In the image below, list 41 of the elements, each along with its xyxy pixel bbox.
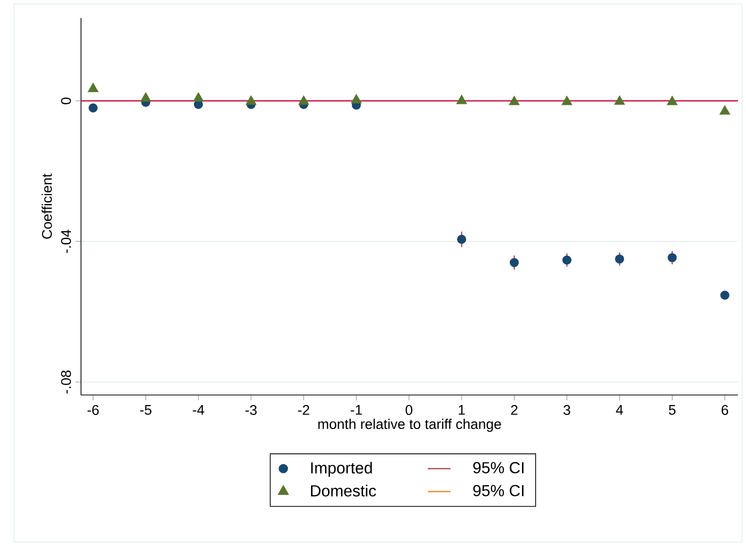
y-tick-label: -.04 [61, 230, 71, 253]
point [720, 290, 730, 300]
x-tick-label: 2 [511, 405, 518, 415]
legend-label: 95% CI [473, 462, 524, 474]
x-tick-label: 0 [406, 405, 412, 415]
point [562, 256, 572, 265]
point [193, 92, 204, 102]
point [88, 103, 98, 112]
x-tick-label: -3 [245, 405, 257, 415]
y-axis-title: Coefficient [42, 174, 52, 239]
point [350, 94, 362, 104]
x-tick-label: 3 [564, 405, 570, 415]
point [614, 95, 625, 105]
x-tick-label: -5 [140, 405, 152, 415]
point [457, 234, 466, 244]
x-axis-title: month relative to tariff change [318, 418, 501, 432]
point [508, 96, 520, 106]
point [615, 254, 624, 264]
point [88, 82, 98, 92]
point [456, 94, 467, 104]
x-tick-label: -4 [192, 405, 204, 415]
point [719, 105, 730, 115]
x-tick-label: 6 [722, 405, 728, 415]
point [666, 96, 678, 106]
legend-label: Imported [311, 462, 372, 477]
legend-label: Domestic [311, 484, 376, 496]
legend-label: 95% CI [473, 484, 524, 496]
y-tick-label: 0 [61, 98, 71, 104]
point [668, 253, 677, 262]
point [510, 258, 519, 268]
point [298, 95, 310, 105]
point [140, 92, 152, 102]
x-tick-label: -6 [88, 405, 99, 415]
x-tick-label: -2 [298, 405, 310, 415]
x-tick-label: 1 [458, 405, 465, 415]
y-tick-label: -.08 [61, 370, 71, 394]
x-tick-label: 4 [616, 405, 624, 415]
point [562, 96, 572, 106]
x-tick-label: 5 [668, 405, 676, 415]
point [246, 95, 256, 105]
x-tick-label: -1 [350, 405, 362, 415]
